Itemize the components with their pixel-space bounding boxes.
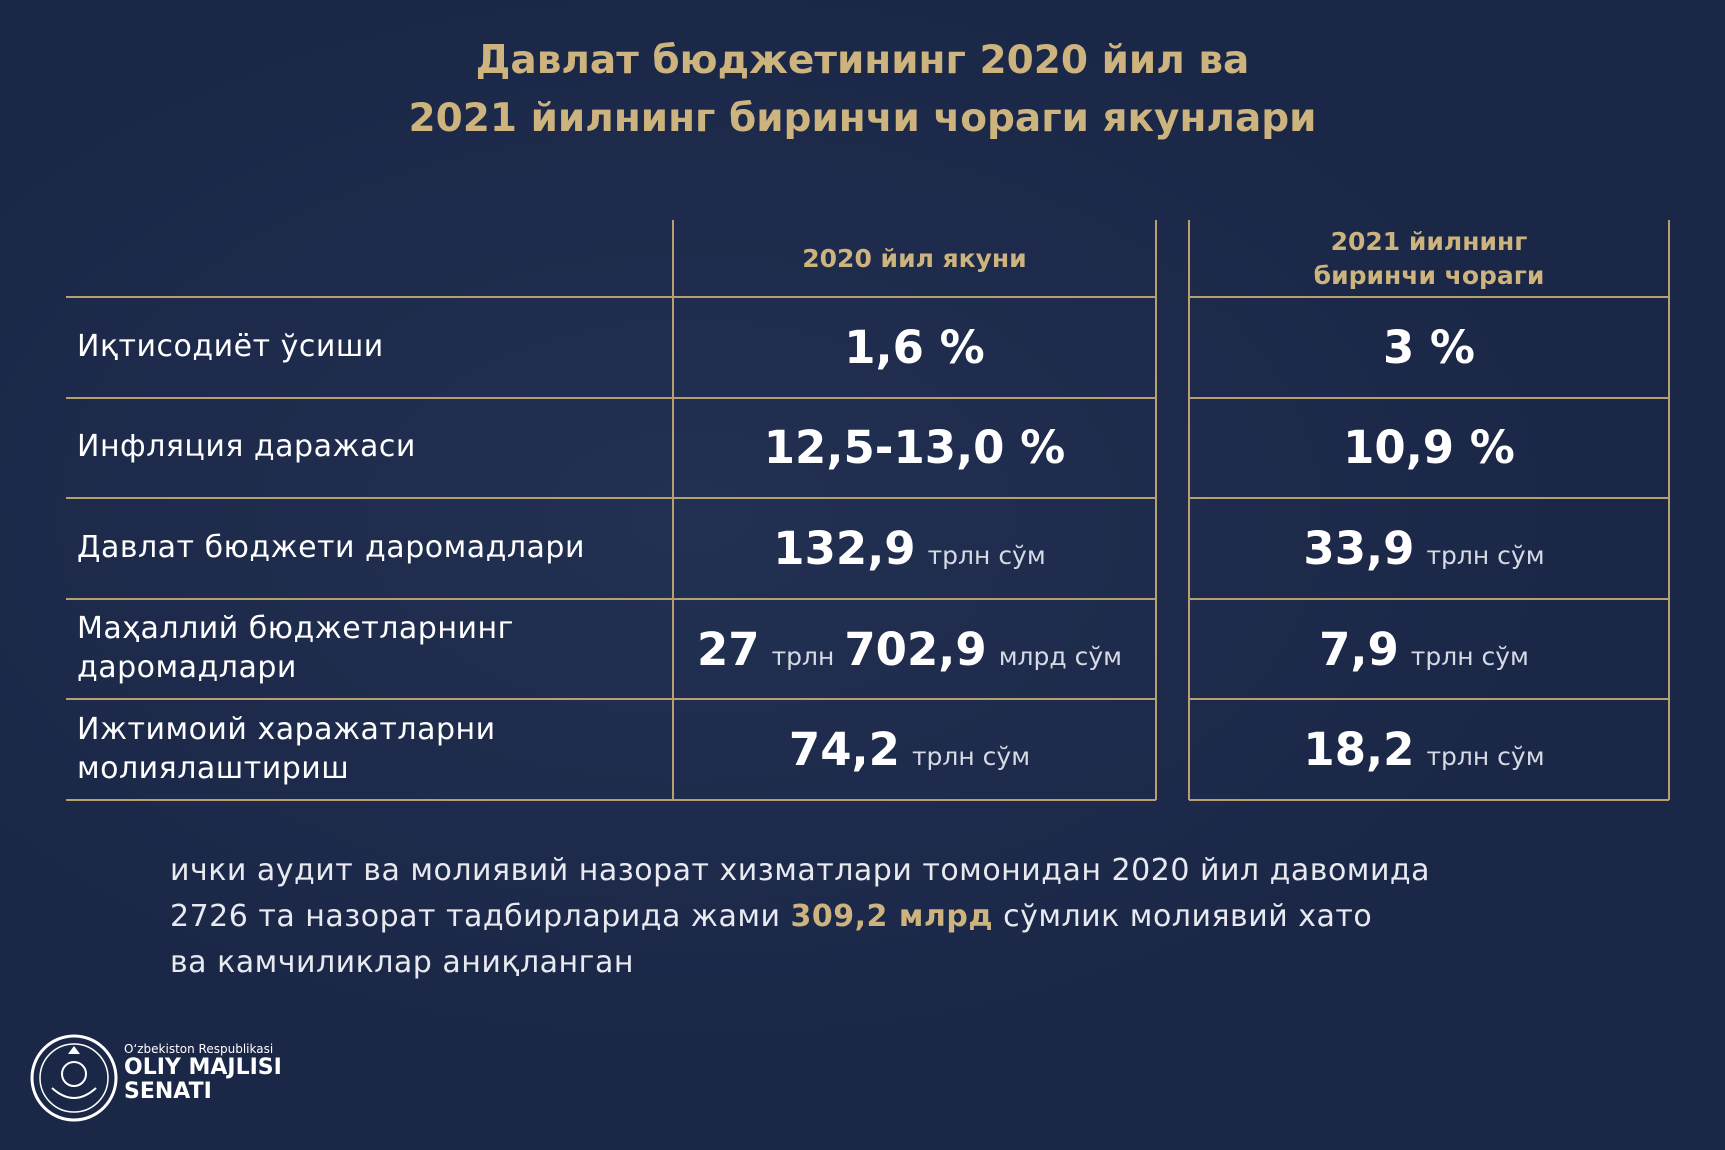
table-border [66,396,1156,399]
header-line: 2021 йилнинг [1330,226,1528,256]
note-text: ички аудит ва молиявий назорат хизматлар… [170,853,1431,934]
table-border [66,597,1156,600]
cell-unit: трлн [771,641,835,671]
row-label: Инфляция даражаси [77,400,664,495]
cell-content: 3 % [1383,321,1475,374]
row-label: Давлат бюджети даромадлари [77,500,664,595]
cell-unit: трлн сўм [927,540,1046,570]
cell-unit: трлн сўм [1426,742,1545,772]
cell-content: 18,2 трлн сўм [1303,723,1554,776]
table-border [1189,698,1669,701]
note-text: сўмлик молиявий хато ва камчиликлар аниқ… [170,899,1373,980]
label-line: Маҳаллий бюджетларнинг [77,611,514,647]
cell-value: 27 [696,622,760,676]
table-border [1189,497,1669,500]
table-border [1155,220,1157,800]
cell-value: 33,9 [1303,521,1415,575]
cell-content: 33,9 трлн сўм [1303,522,1554,575]
table-border [66,497,1156,500]
logo-emblem [30,1034,118,1122]
table-border [672,220,674,800]
logo-text: Oʻzbekiston Respublikasi OLIY MAJLISI SE… [124,1042,282,1104]
cell-value: 18,2 [1303,723,1415,777]
column-header: 2020 йил якуни [673,220,1156,297]
label-line: Ижтимоий харажатларни [77,711,496,747]
table-cell: 1,6 % [673,297,1156,398]
cell-unit: трлн сўм [1426,540,1545,570]
cell-value: 132,9 [773,521,916,575]
table-border [1189,799,1669,801]
table-border [66,296,1156,298]
table-cell: 27 трлн 702,9 млрд сўм [673,599,1156,700]
table-cell: 12,5-13,0 % [673,398,1156,499]
label-line: Иқтисодиёт ўсиши [77,328,384,364]
table-cell: 3 % [1189,297,1669,398]
title: 2021 йилнинг биринчи чораги якунлари [408,96,1317,141]
logo-name: SENATI [124,1079,212,1104]
cell-value: 10,9 % [1343,421,1515,475]
table-border [1189,597,1669,600]
table-cell: 74,2 трлн сўм [673,699,1156,800]
label-line: даромадлари [77,650,297,686]
table-border [1188,220,1190,800]
cell-content: 132,9 трлн сўм [773,522,1055,575]
table-cell: 18,2 трлн сўм [1189,699,1669,800]
cell-content: 10,9 % [1343,421,1515,474]
table-cell: 10,9 % [1189,398,1669,499]
note-highlight: 309,2 млрд [790,899,994,934]
cell-unit: млрд сўм [998,641,1123,671]
label-line: молиялаштириш [77,750,350,786]
cell-value: 7,9 [1319,622,1399,676]
table-cell: 132,9 трлн сўм [673,498,1156,599]
row-label: Маҳаллий бюджетларнинг даромадлари [77,601,664,696]
cell-unit: трлн сўм [1410,641,1529,671]
label-line: Инфляция даражаси [77,429,416,465]
label-line: Давлат бюджети даромадлари [77,529,585,565]
header-line: 2020 йил якуни [802,243,1027,273]
title: Давлат бюджетининг 2020 йил ва [475,38,1250,83]
cell-content: 7,9 трлн сўм [1319,623,1539,676]
note: ички аудит ва молиявий назорат хизматлар… [170,848,1430,986]
cell-content: 12,5-13,0 % [764,421,1066,474]
table-cell: 7,9 трлн сўм [1189,599,1669,700]
cell-value: 702,9 [844,622,987,676]
row-label: Иқтисодиёт ўсиши [77,299,664,394]
header-line: биринчи чораги [1313,260,1545,290]
table-cell: 33,9 трлн сўм [1189,498,1669,599]
cell-value: 3 % [1382,320,1476,374]
cell-unit: трлн сўм [911,742,1031,772]
table-border [66,698,1156,701]
cell-content: 1,6 % [844,321,984,374]
table-border [1668,220,1670,800]
cell-value: 12,5-13,0 % [763,421,1066,475]
column-header: 2021 йилнинг биринчи чораги [1189,220,1669,297]
cell-value: 1,6 % [844,320,985,374]
table-border [1189,296,1669,298]
table-border [66,799,1156,801]
cell-content: 74,2 трлн сўм [789,723,1040,776]
logo-name: OLIY MAJLISI [124,1055,282,1080]
table-border [1189,396,1669,399]
row-label: Ижтимоий харажатларни молиялаштириш [77,701,664,796]
cell-value: 74,2 [788,723,900,777]
logo-caption: Oʻzbekiston Respublikasi [124,1042,274,1056]
cell-content: 27 трлн 702,9 млрд сўм [697,623,1132,676]
